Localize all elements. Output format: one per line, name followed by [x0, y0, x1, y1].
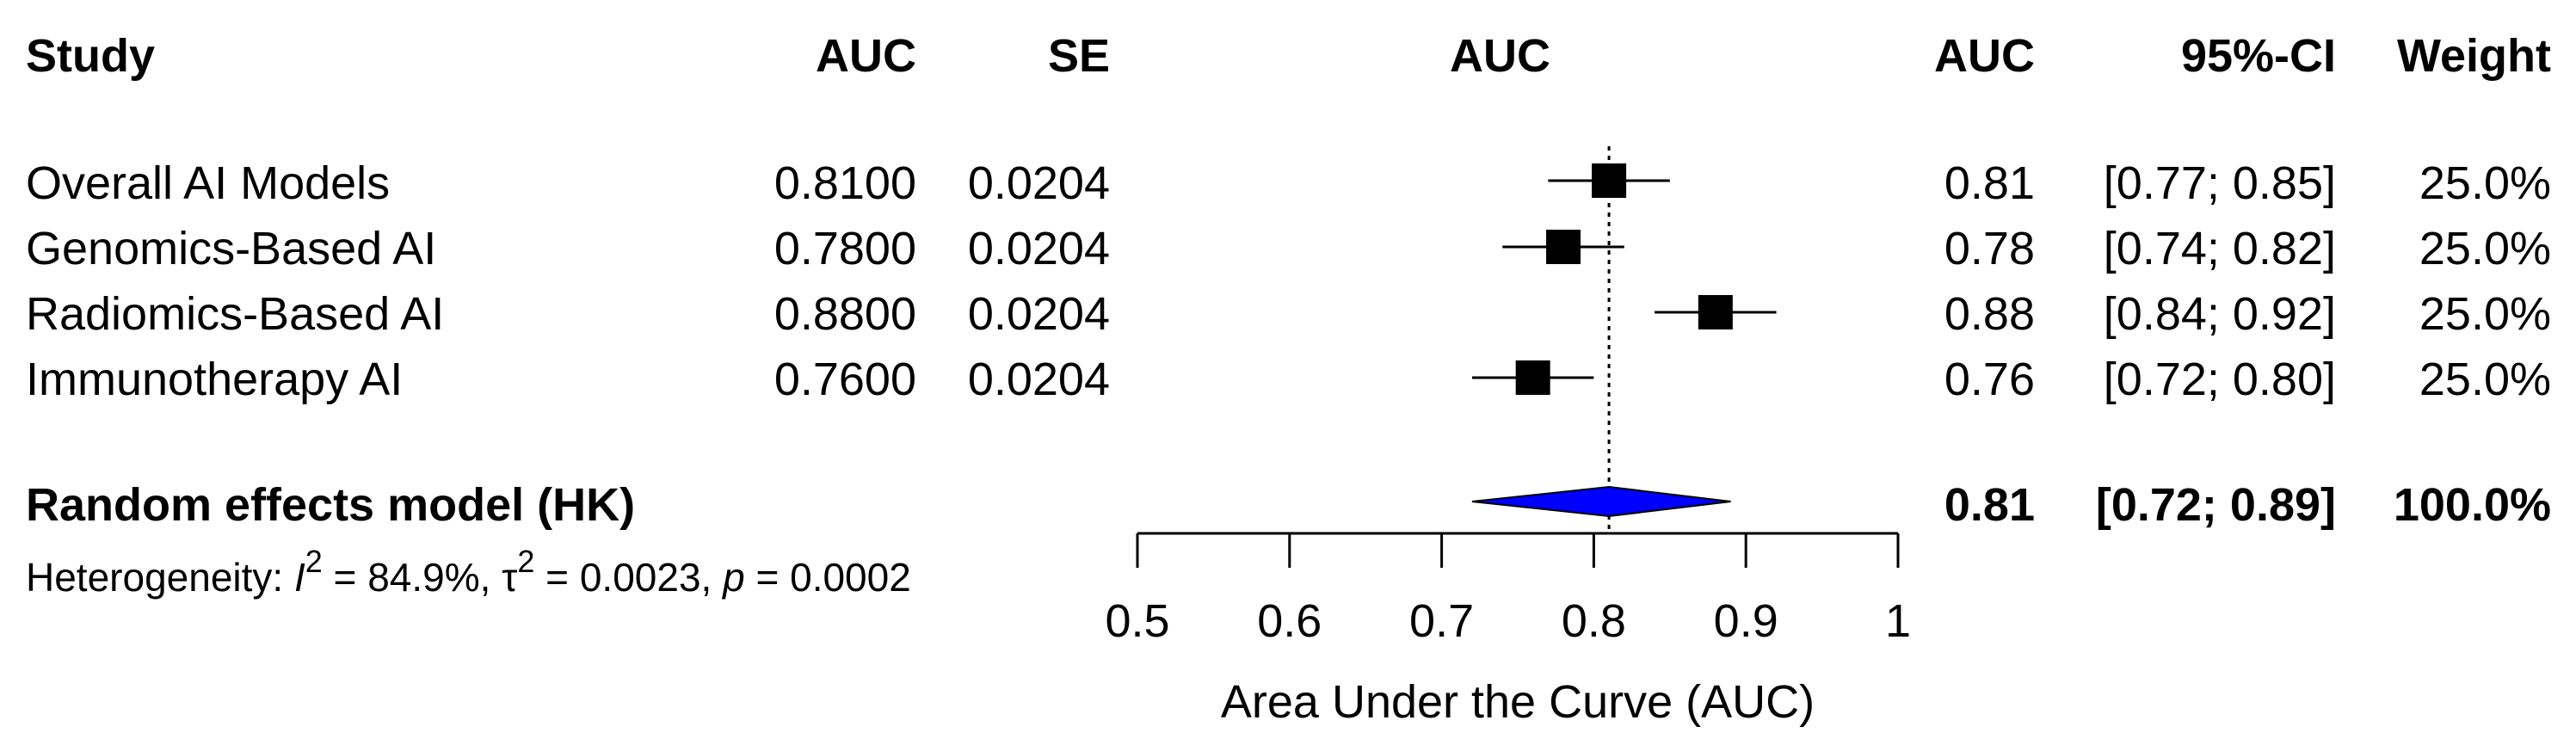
header-study: Study — [26, 30, 156, 82]
tau-symbol: τ — [502, 555, 518, 600]
pooled-ci: [0.72; 0.89] — [2095, 479, 2336, 531]
tau-superscript: 2 — [517, 544, 535, 579]
estimate-square — [1515, 360, 1550, 395]
study-auc: 0.8100 — [773, 157, 916, 209]
x-tick-label: 0.8 — [1562, 595, 1626, 647]
header-weight: Weight — [2397, 30, 2551, 82]
study-weight: 25.0% — [2419, 223, 2551, 274]
study-weight: 25.0% — [2419, 157, 2551, 209]
i2-symbol: I — [293, 555, 305, 600]
header-auc: AUC — [816, 30, 916, 82]
pooled-label: Random effects model (HK) — [26, 479, 636, 531]
study-weight: 25.0% — [2419, 288, 2551, 340]
study-se: 0.0204 — [967, 354, 1110, 405]
i2-superscript: 2 — [305, 544, 323, 579]
study-auc: 0.7800 — [773, 223, 916, 274]
tau-value: = 0.0023, — [534, 555, 724, 600]
estimate-square — [1546, 230, 1581, 264]
study-auc-estimate: 0.78 — [1944, 223, 2035, 274]
x-tick-label: 0.7 — [1409, 595, 1474, 647]
p-value: = 0.0002 — [744, 555, 911, 600]
study-ci: [0.84; 0.92] — [2103, 288, 2336, 340]
study-ci: [0.74; 0.82] — [2103, 223, 2336, 274]
pooled-auc-estimate: 0.81 — [1944, 479, 2035, 531]
header-auc-estimate: AUC — [1934, 30, 2035, 82]
x-axis-label: Area Under the Curve (AUC) — [1221, 676, 1815, 728]
heterogeneity-prefix: Heterogeneity: — [26, 555, 294, 600]
study-se: 0.0204 — [967, 288, 1110, 340]
header-se: SE — [1047, 30, 1110, 82]
study-ci: [0.77; 0.85] — [2103, 157, 2336, 209]
study-auc-estimate: 0.81 — [1944, 157, 2035, 209]
study-auc: 0.8800 — [773, 288, 916, 340]
study-se: 0.0204 — [967, 223, 1110, 274]
heterogeneity-text: Heterogeneity: I2 = 84.9%, τ2 = 0.0023, … — [26, 546, 911, 600]
x-tick-label: 1 — [1885, 595, 1911, 647]
pooled-weight: 100.0% — [2393, 479, 2551, 531]
pooled-diamond — [1471, 485, 1731, 518]
study-weight: 25.0% — [2419, 354, 2551, 405]
study-auc: 0.7600 — [773, 354, 916, 405]
study-name: Immunotherapy AI — [26, 354, 404, 405]
x-tick-label: 0.6 — [1257, 595, 1322, 647]
i2-value: = 84.9%, — [322, 555, 502, 600]
header-ci: 95%-CI — [2180, 30, 2336, 82]
estimate-square — [1592, 163, 1627, 198]
study-name: Overall AI Models — [26, 157, 391, 209]
x-tick-label: 0.5 — [1105, 595, 1169, 647]
estimate-square — [1698, 295, 1733, 329]
p-symbol: p — [723, 555, 745, 600]
study-name: Radiomics-Based AI — [26, 288, 445, 340]
study-name: Genomics-Based AI — [26, 223, 437, 274]
study-ci: [0.72; 0.80] — [2103, 354, 2336, 405]
study-se: 0.0204 — [967, 157, 1110, 209]
x-tick-label: 0.9 — [1714, 595, 1778, 647]
study-auc-estimate: 0.88 — [1944, 288, 2035, 340]
header-plot-auc: AUC — [1450, 30, 1550, 82]
study-auc-estimate: 0.76 — [1944, 354, 2035, 405]
